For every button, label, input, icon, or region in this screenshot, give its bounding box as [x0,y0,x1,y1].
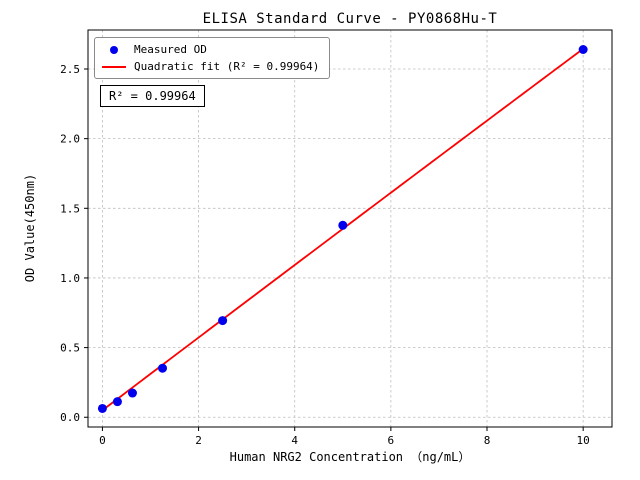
x-axis-label: Human NRG2 Concentration （ng/mL） [229,450,471,464]
r-squared-annotation: R² = 0.99964 [100,85,205,107]
x-tick-label: 0 [99,434,106,447]
legend-label-quadratic-fit: Quadratic fit (R² = 0.99964) [134,60,320,73]
legend-item-quadratic-fit: Quadratic fit (R² = 0.99964) [102,60,319,73]
legend-marker-wrap [102,45,126,54]
y-tick-label: 1.0 [60,272,80,285]
x-tick-label: 2 [195,434,202,447]
x-tick-label: 10 [577,434,590,447]
scatter-marker-icon [110,45,118,54]
x-tick-label: 8 [484,434,491,447]
line-marker-icon [102,65,126,68]
y-tick-label: 1.5 [60,202,80,215]
y-tick-label: 0.5 [60,342,80,355]
y-tick-label: 0.0 [60,411,80,424]
legend-item-measured-od: Measured OD [102,43,319,56]
data-point [218,316,228,326]
y-tick-label: 2.0 [60,133,80,146]
y-axis-label: OD Value(450nm) [23,173,37,283]
chart-title: ELISA Standard Curve - PY0868Hu-T [202,11,498,27]
plot-frame [87,29,613,428]
x-tick-label: 6 [388,434,395,447]
data-point [97,403,107,413]
data-point [338,220,348,230]
data-point [127,388,137,398]
legend-marker-wrap [102,65,126,68]
x-tick-label: 4 [291,434,298,447]
legend-label-measured-od: Measured OD [134,43,207,56]
data-point [112,397,122,407]
data-point [158,363,168,373]
data-point [578,45,588,54]
y-tick-label: 2.5 [60,63,80,76]
legend: Measured OD Quadratic fit (R² = 0.99964) [94,37,331,79]
